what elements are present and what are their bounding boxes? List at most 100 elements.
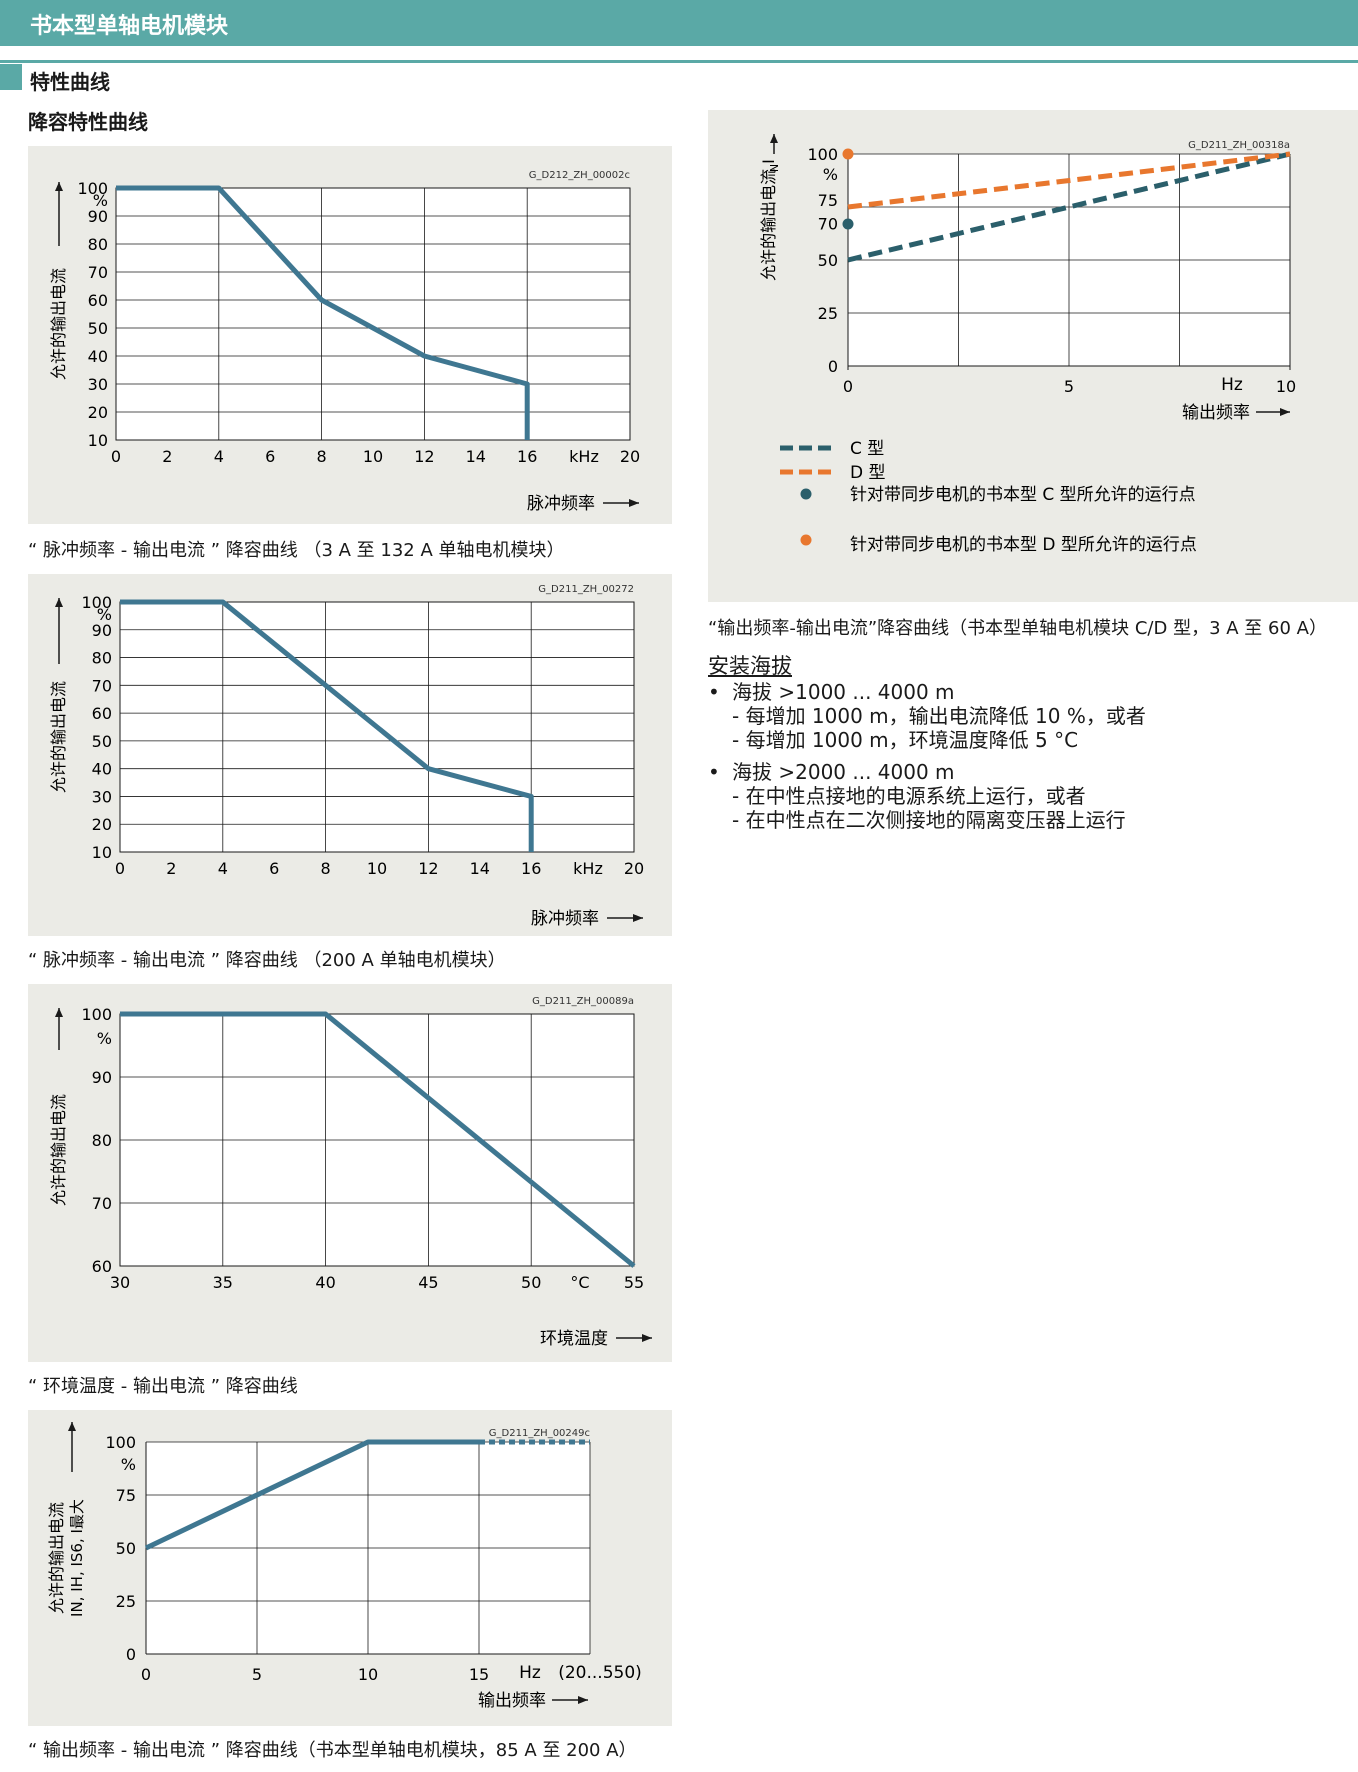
y-tick-label: 75: [818, 191, 838, 210]
header-bar: 书本型单轴电机模块: [0, 0, 1358, 46]
altitude-item-sub: - 每增加 1000 m，输出电流降低 10 %，或者: [732, 704, 1146, 728]
x-axis-label: 脉冲频率: [531, 909, 599, 929]
chart-panel-3: 60 70 80 90 100% 30 35 40 45 50 55 °C G_D211_ZH_0008…: [28, 984, 672, 1362]
y-tick-label: 50: [116, 1539, 136, 1558]
y-tick-label: 100: [81, 593, 112, 612]
legend-label-point-d: 针对带同步电机的书本型 D 型所允许的运行点: [850, 535, 1197, 555]
chart-panel-5: 0 25 50 70 75 100% 0 5 10 Hz G_D211_ZH_00318a 允许的输出…: [708, 110, 1358, 602]
legend-marker-d: [800, 534, 812, 546]
x-tick-label: 0: [115, 859, 125, 878]
x-tick-label: 55: [624, 1273, 644, 1292]
y-tick-label: 30: [92, 787, 112, 806]
altitude-item: • 海拔 >1000 ... 4000 m - 每增加 1000 m，输出电流降…: [708, 680, 1146, 752]
x-unit-label: kHz: [569, 447, 599, 466]
chart-panel-1: 10 20 30 40 50 60 70 80 90 100% 0 2 4 6 8 10 12 14 16 20 kHz…: [28, 146, 672, 524]
y-axis-arrow-head: [55, 182, 63, 191]
y-tick-label: 75: [116, 1486, 136, 1505]
chart-3-caption: “ 环境温度 - 输出电流 ” 降容曲线: [28, 1376, 298, 1397]
figure-id: G_D211_ZH_00249c: [489, 1428, 590, 1439]
y-axis-label-2: IN, IH, IS6, I最大: [68, 1499, 86, 1617]
y-tick-label: 0: [126, 1645, 136, 1664]
chart-panel-4: 0 25 50 75 100% 0 5 10 15 Hz (20...550) G_D211_ZH_0…: [28, 1410, 672, 1726]
chart-4-caption: “ 输出频率 - 输出电流 ” 降容曲线（书本型单轴电机模块，85 A 至 20…: [28, 1740, 637, 1761]
x-tick-label: 0: [843, 377, 853, 396]
x-tick-label: 10: [367, 859, 387, 878]
y-axis-label-sub: N: [768, 164, 781, 172]
y-tick-label: 70: [92, 676, 112, 695]
data-line: [120, 599, 534, 852]
x-tick-label: 16: [521, 859, 541, 878]
y-tick-label: 40: [92, 760, 112, 779]
header-divider: [0, 60, 1358, 63]
bullet: •: [708, 680, 720, 704]
x-unit-label: Hz: [1221, 375, 1243, 395]
y-tick-label: 100: [105, 1433, 136, 1452]
y-tick-label: 100: [81, 1005, 112, 1024]
x-tick-label: 0: [111, 447, 121, 466]
x-tick-label: 4: [218, 859, 228, 878]
y-tick-label: 80: [88, 235, 108, 254]
x-tick-label: 5: [1064, 377, 1074, 396]
x-tick-label: 2: [166, 859, 176, 878]
y-unit-label: %: [93, 191, 108, 210]
y-axis-label: 允许的输出电流: [47, 1502, 66, 1614]
x-axis-arrow-head: [578, 1696, 588, 1704]
x-tick-label: 16: [517, 447, 537, 466]
data-line: [120, 1011, 636, 1268]
section-subtitle: 降容特性曲线: [28, 110, 148, 134]
x-unit-label: °C: [570, 1273, 589, 1292]
y-tick-label: 90: [92, 621, 112, 640]
data-line: [144, 1439, 479, 1551]
chart-5: 0 25 50 70 75 100% 0 5 10 Hz G_D211_ZH_00318a 允许的输出…: [759, 134, 1296, 555]
x-tick-label: 45: [418, 1273, 438, 1292]
altitude-item-sub: - 每增加 1000 m，环境温度降低 5 °C: [732, 728, 1079, 752]
y-tick-label: 80: [92, 649, 112, 668]
altitude-list: • 海拔 >1000 ... 4000 m - 每增加 1000 m，输出电流降…: [708, 680, 1146, 840]
chart-5-caption: “输出频率-输出电流”降容曲线（书本型单轴电机模块 C/D 型，3 A 至 60…: [708, 618, 1327, 639]
y-axis-arrow-head: [770, 134, 778, 143]
y-tick-label: 60: [88, 291, 108, 310]
legend-label-point-c: 针对带同步电机的书本型 C 型所允许的运行点: [850, 485, 1196, 505]
x-tick-label: 15: [469, 1665, 489, 1684]
x-tick-label: 10: [358, 1665, 378, 1684]
point-c: [842, 218, 854, 230]
section-marker: [0, 64, 22, 90]
legend-label-c: C 型: [850, 439, 884, 459]
y-tick-label: 0: [828, 357, 838, 376]
x-range-label: (20...550): [558, 1663, 642, 1683]
altitude-item-sub: - 在中性点在二次侧接地的隔离变压器上运行: [732, 808, 1126, 832]
bullet: •: [708, 760, 720, 784]
chart-2-caption: “ 脉冲频率 - 输出电流 ” 降容曲线 （200 A 单轴电机模块）: [28, 950, 506, 971]
chart-2: 10 20 30 40 50 60 70 80 90 100% 0 2 4 6 8 10 12 14 16 20 kHz…: [49, 584, 644, 929]
x-axis-arrow-head: [1280, 408, 1290, 416]
y-tick-label: 100: [807, 145, 838, 164]
x-tick-label: 10: [1276, 377, 1296, 396]
figure-id: G_D211_ZH_00272: [538, 584, 634, 595]
x-axis-arrow-head: [629, 499, 639, 507]
x-tick-label: 6: [265, 447, 275, 466]
y-tick-label: 90: [88, 207, 108, 226]
altitude-title: 安装海拔: [708, 654, 792, 678]
y-tick-label: 50: [818, 251, 838, 270]
y-unit-label: %: [121, 1455, 136, 1474]
y-tick-label: 90: [92, 1068, 112, 1087]
altitude-item-main: 海拔 >2000 ... 4000 m: [732, 760, 955, 784]
legend-marker-c: [800, 488, 812, 500]
x-tick-label: 12: [414, 447, 434, 466]
chart-1: 10 20 30 40 50 60 70 80 90 100% 0 2 4 6 8 10 12 14 16 20 kHz…: [49, 170, 640, 514]
y-axis-label: 允许的输出电流 I: [759, 159, 778, 281]
y-tick-label: 50: [88, 319, 108, 338]
chart-3: 60 70 80 90 100% 30 35 40 45 50 55 °C G_D211_ZH_0008…: [49, 996, 652, 1349]
section-title: 特性曲线: [30, 70, 110, 94]
y-axis-arrow-head: [55, 598, 63, 607]
y-tick-label: 60: [92, 704, 112, 723]
plot-area: [115, 187, 631, 441]
y-tick-label: 70: [88, 263, 108, 282]
y-tick-label: 70: [92, 1194, 112, 1213]
y-tick-label: 10: [88, 431, 108, 450]
x-tick-label: 6: [269, 859, 279, 878]
figure-id: G_D211_ZH_00089a: [532, 996, 634, 1007]
series-d-line: [847, 151, 1291, 210]
altitude-item-sub: - 在中性点接地的电源系统上运行，或者: [732, 784, 1086, 808]
x-unit-label: Hz: [519, 1663, 541, 1683]
